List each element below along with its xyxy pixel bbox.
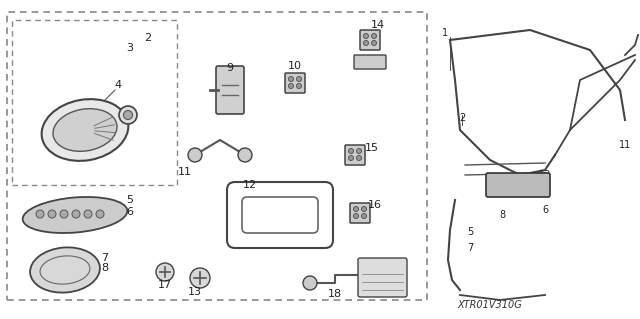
Circle shape (296, 84, 301, 88)
Circle shape (353, 206, 358, 211)
Text: 3: 3 (127, 43, 134, 53)
Text: 15: 15 (365, 143, 379, 153)
Text: 11: 11 (619, 140, 631, 150)
Text: 11: 11 (178, 167, 192, 177)
Text: 18: 18 (328, 289, 342, 299)
Circle shape (364, 41, 369, 46)
Ellipse shape (42, 99, 129, 161)
Circle shape (238, 148, 252, 162)
Text: XTR01V310G: XTR01V310G (458, 300, 522, 310)
Circle shape (303, 276, 317, 290)
FancyBboxPatch shape (486, 173, 550, 197)
Ellipse shape (53, 109, 117, 151)
Text: 4: 4 (115, 80, 122, 90)
Text: 5: 5 (127, 195, 134, 205)
Circle shape (36, 210, 44, 218)
Text: 2: 2 (459, 113, 465, 123)
Circle shape (289, 77, 294, 81)
Circle shape (349, 149, 353, 153)
Ellipse shape (30, 247, 100, 293)
FancyBboxPatch shape (345, 145, 365, 165)
Text: 8: 8 (101, 263, 109, 273)
Circle shape (296, 77, 301, 81)
Circle shape (72, 210, 80, 218)
Circle shape (362, 206, 367, 211)
Circle shape (188, 148, 202, 162)
Text: 6: 6 (542, 205, 548, 215)
Text: 12: 12 (243, 180, 257, 190)
Circle shape (96, 210, 104, 218)
Text: 6: 6 (127, 207, 134, 217)
FancyBboxPatch shape (285, 73, 305, 93)
Text: 16: 16 (368, 200, 382, 210)
Circle shape (48, 210, 56, 218)
FancyBboxPatch shape (350, 203, 370, 223)
Text: 9: 9 (227, 63, 234, 73)
Circle shape (190, 268, 210, 288)
FancyBboxPatch shape (216, 66, 244, 114)
Circle shape (353, 213, 358, 219)
Text: 7: 7 (101, 253, 109, 263)
Text: 14: 14 (371, 20, 385, 30)
Text: 7: 7 (467, 243, 473, 253)
Text: 12: 12 (539, 170, 551, 180)
FancyBboxPatch shape (354, 55, 386, 69)
Circle shape (364, 33, 369, 39)
Text: 10: 10 (288, 61, 302, 71)
Circle shape (84, 210, 92, 218)
Text: 3: 3 (527, 188, 533, 198)
Circle shape (349, 155, 353, 160)
FancyBboxPatch shape (360, 30, 380, 50)
Text: 5: 5 (467, 227, 473, 237)
Circle shape (371, 41, 376, 46)
Circle shape (156, 263, 174, 281)
Ellipse shape (22, 197, 127, 233)
Text: 2: 2 (145, 33, 152, 43)
Circle shape (371, 33, 376, 39)
FancyBboxPatch shape (358, 258, 407, 297)
Circle shape (356, 149, 362, 153)
Circle shape (124, 110, 132, 120)
Circle shape (60, 210, 68, 218)
Text: 13: 13 (188, 287, 202, 297)
Text: 17: 17 (158, 280, 172, 290)
Circle shape (356, 155, 362, 160)
Circle shape (289, 84, 294, 88)
Text: 1: 1 (442, 28, 448, 38)
Text: 8: 8 (499, 210, 505, 220)
Circle shape (119, 106, 137, 124)
Circle shape (362, 213, 367, 219)
